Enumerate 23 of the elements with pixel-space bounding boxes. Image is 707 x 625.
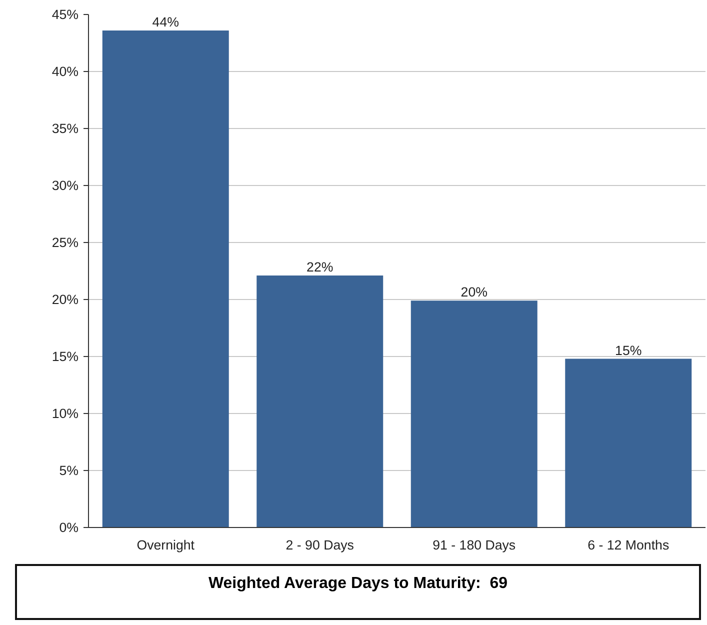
y-tick-label: 0%	[59, 520, 79, 535]
x-tick-label: 2 - 90 Days	[286, 538, 354, 552]
y-tick-label: 45%	[52, 7, 79, 22]
data-label: 15%	[615, 342, 642, 358]
y-tick-label: 40%	[52, 64, 79, 79]
y-tick-label: 15%	[52, 349, 79, 364]
bar	[565, 358, 692, 528]
data-label: 20%	[460, 284, 488, 300]
data-label: 44%	[152, 14, 180, 30]
y-tick-label: 25%	[52, 235, 79, 250]
y-tick-label: 35%	[52, 121, 79, 136]
y-tick-label: 30%	[52, 178, 79, 193]
x-tick-label: 91 - 180 Days	[432, 538, 516, 552]
bar	[256, 276, 384, 528]
text: Weighted Average Days to Maturity: 69	[15, 564, 701, 620]
bar	[410, 300, 538, 528]
y-tick-label: 5%	[59, 463, 79, 478]
data-label: 22%	[306, 260, 334, 275]
y-tick-label: 20%	[52, 292, 79, 307]
x-tick-label: 6 - 12 Months	[588, 538, 670, 552]
bar	[102, 30, 229, 528]
x-tick-label: Overnight	[136, 538, 195, 552]
y-tick-label: 10%	[52, 406, 79, 421]
